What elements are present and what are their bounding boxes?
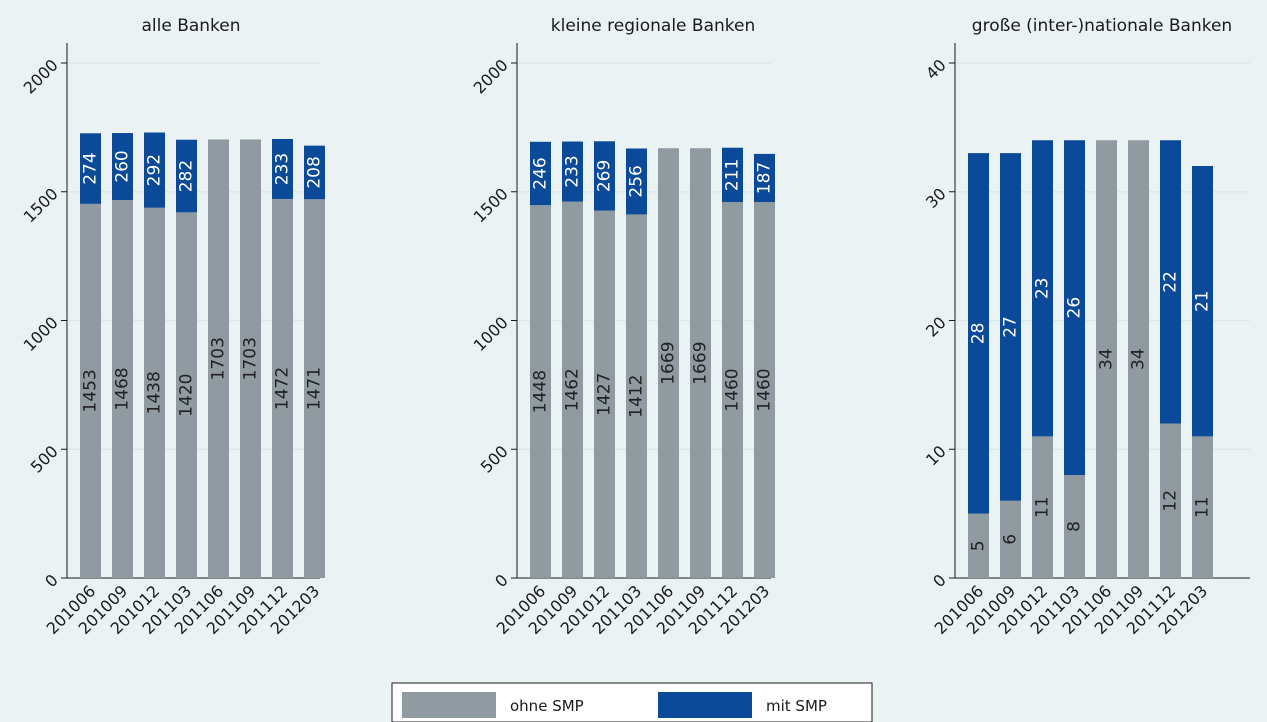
bar-ohne-smp: [176, 212, 197, 578]
data-label-mit-smp: 211: [723, 159, 743, 191]
bar-ohne-smp: [80, 203, 101, 579]
bar-ohne-smp: [1128, 140, 1149, 578]
data-label-mit-smp: 233: [273, 153, 293, 185]
bar-ohne-smp: [1032, 436, 1053, 578]
data-label-ohne-smp: 1420: [177, 374, 197, 417]
data-label-ohne-smp: 34: [1129, 348, 1149, 370]
bar-ohne-smp: [112, 199, 133, 579]
data-label-ohne-smp: 1472: [273, 367, 293, 410]
bar-mit-smp: [530, 141, 551, 206]
data-label-ohne-smp: 1448: [531, 370, 551, 413]
data-label-ohne-smp: 5: [969, 540, 989, 551]
bar-ohne-smp: [530, 205, 551, 578]
bar-ohne-smp: [1160, 423, 1181, 578]
data-label-ohne-smp: 8: [1065, 521, 1085, 532]
data-label-ohne-smp: 1471: [305, 367, 325, 410]
data-label-mit-smp: 27: [1001, 316, 1021, 338]
data-label-mit-smp: 26: [1065, 297, 1085, 319]
data-label-ohne-smp: 1703: [209, 337, 229, 380]
data-label-mit-smp: 208: [305, 156, 325, 188]
bar-ohne-smp: [626, 214, 647, 578]
bar-ohne-smp: [690, 148, 711, 579]
bar-mit-smp: [112, 133, 133, 200]
data-label-ohne-smp: 1460: [755, 368, 775, 411]
bar-ohne-smp: [968, 513, 989, 578]
data-label-mit-smp: 256: [627, 165, 647, 197]
bar-ohne-smp: [208, 139, 229, 579]
data-label-mit-smp: 23: [1033, 277, 1053, 299]
panel-title: kleine regionale Banken: [551, 16, 755, 36]
chart-panels: alle Banken05001000150020001453274201006…: [20, 16, 1250, 638]
panel-title: alle Banken: [141, 16, 240, 36]
data-label-ohne-smp: 1412: [627, 375, 647, 418]
bar-mit-smp: [1000, 153, 1021, 501]
data-label-ohne-smp: 12: [1161, 490, 1181, 512]
data-label-ohne-smp: 1460: [723, 368, 743, 411]
bar-mit-smp: [1192, 166, 1213, 437]
bar-ohne-smp: [1192, 436, 1213, 578]
legend-label: mit SMP: [766, 697, 827, 715]
bar-mit-smp: [594, 141, 615, 211]
data-label-mit-smp: 21: [1193, 290, 1213, 312]
data-label-ohne-smp: 6: [1001, 534, 1021, 545]
data-label-mit-smp: 274: [81, 152, 101, 184]
bar-ohne-smp: [658, 148, 679, 579]
data-label-mit-smp: 28: [969, 323, 989, 345]
bar-mit-smp: [562, 141, 583, 202]
data-label-mit-smp: 269: [595, 160, 615, 192]
bar-ohne-smp: [304, 199, 325, 578]
bar-ohne-smp: [240, 139, 261, 579]
data-label-ohne-smp: 1427: [595, 373, 615, 416]
bar-ohne-smp: [144, 207, 165, 578]
bar-ohne-smp: [1096, 140, 1117, 578]
legend: ohne SMP mit SMP: [391, 682, 873, 722]
bar-ohne-smp: [562, 201, 583, 578]
bar-ohne-smp: [1000, 500, 1021, 578]
bar-ohne-smp: [722, 202, 743, 579]
bar-mit-smp: [1032, 140, 1053, 437]
data-label-mit-smp: 246: [531, 157, 551, 189]
bar-mit-smp: [272, 138, 293, 199]
data-label-mit-smp: 233: [563, 155, 583, 187]
data-label-mit-smp: 187: [755, 162, 775, 194]
bar-mit-smp: [80, 133, 101, 204]
data-label-mit-smp: 260: [113, 150, 133, 182]
data-label-ohne-smp: 1462: [563, 368, 583, 411]
bar-mit-smp: [1064, 140, 1085, 475]
bar-mit-smp: [176, 139, 197, 213]
bar-mit-smp: [144, 132, 165, 208]
bar-mit-smp: [754, 153, 775, 203]
bar-mit-smp: [722, 147, 743, 203]
data-label-ohne-smp: 1438: [145, 371, 165, 414]
panel-title: große (inter-)nationale Banken: [972, 16, 1232, 36]
data-label-mit-smp: 282: [177, 160, 197, 192]
data-label-ohne-smp: 1669: [659, 341, 679, 384]
bar-ohne-smp: [1064, 475, 1085, 578]
data-label-ohne-smp: 1703: [241, 337, 261, 380]
bar-ohne-smp: [594, 210, 615, 579]
bar-ohne-smp: [272, 198, 293, 578]
data-label-ohne-smp: 11: [1033, 496, 1053, 518]
bar-mit-smp: [1160, 140, 1181, 424]
data-label-ohne-smp: 1453: [81, 369, 101, 412]
bar-ohne-smp: [754, 202, 775, 579]
data-label-ohne-smp: 11: [1193, 496, 1213, 518]
bar-mit-smp: [968, 153, 989, 514]
data-label-ohne-smp: 34: [1097, 348, 1117, 370]
legend-label: ohne SMP: [510, 697, 584, 715]
bar-mit-smp: [304, 145, 325, 200]
data-label-ohne-smp: 1468: [113, 367, 133, 410]
legend-swatch: [402, 692, 496, 718]
data-label-ohne-smp: 1669: [691, 341, 711, 384]
data-label-mit-smp: 292: [145, 154, 165, 186]
bar-mit-smp: [626, 148, 647, 215]
legend-swatch: [658, 692, 752, 718]
data-label-mit-smp: 22: [1161, 271, 1181, 293]
